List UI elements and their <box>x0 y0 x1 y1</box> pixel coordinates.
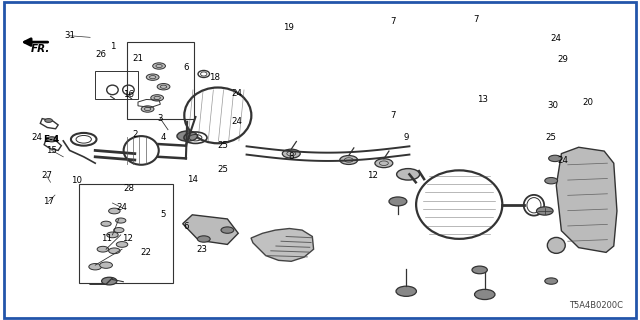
Text: 25: 25 <box>218 141 228 150</box>
Circle shape <box>153 63 166 69</box>
Text: 10: 10 <box>70 176 81 185</box>
Text: 14: 14 <box>187 175 198 184</box>
Text: 24: 24 <box>551 34 562 43</box>
Text: 13: 13 <box>477 95 488 104</box>
Circle shape <box>116 218 126 223</box>
Circle shape <box>45 119 52 123</box>
Text: 8: 8 <box>289 152 294 161</box>
Text: 29: 29 <box>557 55 568 64</box>
Polygon shape <box>182 215 238 244</box>
Text: 17: 17 <box>43 197 54 206</box>
Bar <box>127 42 194 119</box>
Polygon shape <box>251 228 314 261</box>
Circle shape <box>157 84 170 90</box>
Circle shape <box>340 156 358 164</box>
Text: 5: 5 <box>161 210 166 219</box>
Text: 31: 31 <box>64 31 75 40</box>
Text: 9: 9 <box>404 133 409 142</box>
Text: 24: 24 <box>116 203 127 212</box>
Circle shape <box>141 106 154 112</box>
Circle shape <box>89 264 102 270</box>
Text: 2: 2 <box>132 130 138 139</box>
Text: E-4: E-4 <box>43 135 60 144</box>
Circle shape <box>375 159 393 168</box>
Text: 26: 26 <box>95 50 106 59</box>
Circle shape <box>177 131 197 141</box>
Circle shape <box>221 227 234 233</box>
Polygon shape <box>556 147 617 252</box>
Text: 7: 7 <box>474 15 479 24</box>
Circle shape <box>109 208 120 214</box>
Circle shape <box>545 178 557 184</box>
Ellipse shape <box>547 237 565 253</box>
Text: 12: 12 <box>367 172 378 180</box>
Text: 30: 30 <box>548 101 559 110</box>
Text: 28: 28 <box>123 184 134 193</box>
Circle shape <box>109 248 120 254</box>
Circle shape <box>97 246 109 252</box>
Circle shape <box>536 207 553 215</box>
Circle shape <box>102 277 117 285</box>
Text: 15: 15 <box>46 146 58 155</box>
Text: T5A4B0200C: T5A4B0200C <box>570 301 623 310</box>
Text: 25: 25 <box>218 165 228 174</box>
Text: 12: 12 <box>122 234 132 243</box>
Text: 16: 16 <box>123 90 134 99</box>
Circle shape <box>545 278 557 284</box>
Bar <box>79 184 173 283</box>
Text: 27: 27 <box>41 172 52 180</box>
Circle shape <box>397 169 420 180</box>
Circle shape <box>197 236 210 242</box>
Text: 6: 6 <box>183 63 189 72</box>
Text: 7: 7 <box>390 17 396 26</box>
Circle shape <box>116 242 128 247</box>
Circle shape <box>147 74 159 80</box>
Circle shape <box>107 232 118 238</box>
Text: 25: 25 <box>546 133 557 142</box>
Text: 24: 24 <box>232 89 243 98</box>
Circle shape <box>389 197 407 206</box>
Circle shape <box>474 289 495 300</box>
Text: FR.: FR. <box>31 44 50 54</box>
Text: 24: 24 <box>557 156 568 164</box>
Circle shape <box>548 155 561 162</box>
Text: 6: 6 <box>183 222 189 231</box>
Text: 18: 18 <box>209 73 220 82</box>
Text: 21: 21 <box>132 53 143 62</box>
Circle shape <box>114 228 124 233</box>
Circle shape <box>282 149 300 158</box>
Text: 22: 22 <box>141 248 152 257</box>
Text: 1: 1 <box>109 42 115 52</box>
Circle shape <box>100 262 113 268</box>
Circle shape <box>101 221 111 226</box>
Text: 4: 4 <box>161 133 166 142</box>
Text: 7: 7 <box>390 111 396 120</box>
Text: 19: 19 <box>283 23 294 32</box>
Circle shape <box>396 286 417 296</box>
Circle shape <box>472 266 487 274</box>
Text: 11: 11 <box>100 234 111 243</box>
Circle shape <box>151 95 164 101</box>
Text: 24: 24 <box>31 133 43 142</box>
Text: 24: 24 <box>232 117 243 126</box>
Text: 20: 20 <box>582 98 594 107</box>
Text: 23: 23 <box>196 245 207 254</box>
Text: 3: 3 <box>157 114 163 123</box>
Circle shape <box>47 137 57 142</box>
